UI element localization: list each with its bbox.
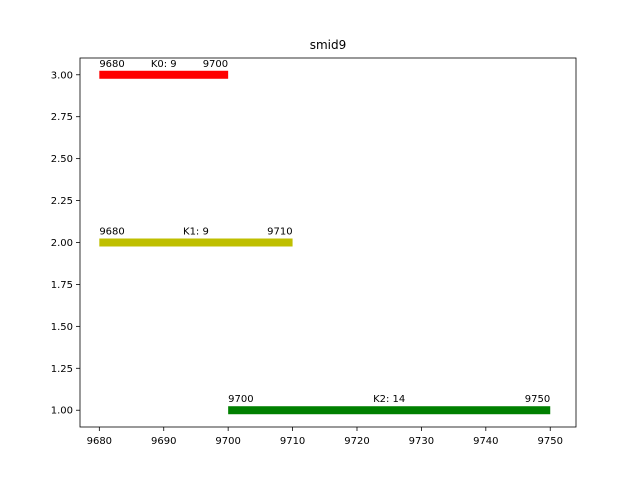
interval-name-label: K0: 9 bbox=[151, 59, 177, 70]
interval-bar bbox=[99, 70, 229, 79]
interval-start-label: 9680 bbox=[99, 59, 124, 70]
y-tick-label: 3.00 bbox=[51, 70, 73, 81]
y-tick-label: 1.25 bbox=[51, 364, 73, 375]
interval-bar bbox=[228, 406, 551, 415]
x-tick-label: 9710 bbox=[280, 436, 305, 447]
x-tick-label: 9730 bbox=[409, 436, 434, 447]
y-tick-label: 1.00 bbox=[51, 406, 73, 417]
x-tick-label: 9740 bbox=[473, 436, 498, 447]
x-tick-label: 9720 bbox=[344, 436, 369, 447]
interval-start-label: 9700 bbox=[228, 394, 253, 405]
interval-bar bbox=[99, 238, 293, 247]
y-tick-label: 2.25 bbox=[51, 196, 73, 207]
x-tick-label: 9680 bbox=[87, 436, 112, 447]
y-tick-label: 1.50 bbox=[51, 322, 73, 333]
interval-end-label: 9750 bbox=[525, 394, 550, 405]
interval-name-label: K2: 14 bbox=[373, 394, 405, 405]
axes-frame bbox=[79, 57, 577, 428]
interval-end-label: 9700 bbox=[203, 59, 228, 70]
y-tick-label: 2.00 bbox=[51, 238, 73, 249]
interval-end-label: 9710 bbox=[267, 227, 292, 238]
x-tick-label: 9690 bbox=[151, 436, 176, 447]
interval-name-label: K1: 9 bbox=[183, 227, 209, 238]
y-tick-label: 2.75 bbox=[51, 112, 73, 123]
y-tick-label: 1.75 bbox=[51, 280, 73, 291]
x-tick-label: 9750 bbox=[538, 436, 563, 447]
plot-area: 9680 9690 9700 9710 9720 9730 9740 9750 1.00 1.25… bbox=[51, 59, 563, 447]
chart-title: smid9 bbox=[310, 38, 347, 52]
y-tick-label: 2.50 bbox=[51, 154, 73, 165]
x-tick-label: 9700 bbox=[215, 436, 240, 447]
interval-start-label: 9680 bbox=[99, 227, 124, 238]
